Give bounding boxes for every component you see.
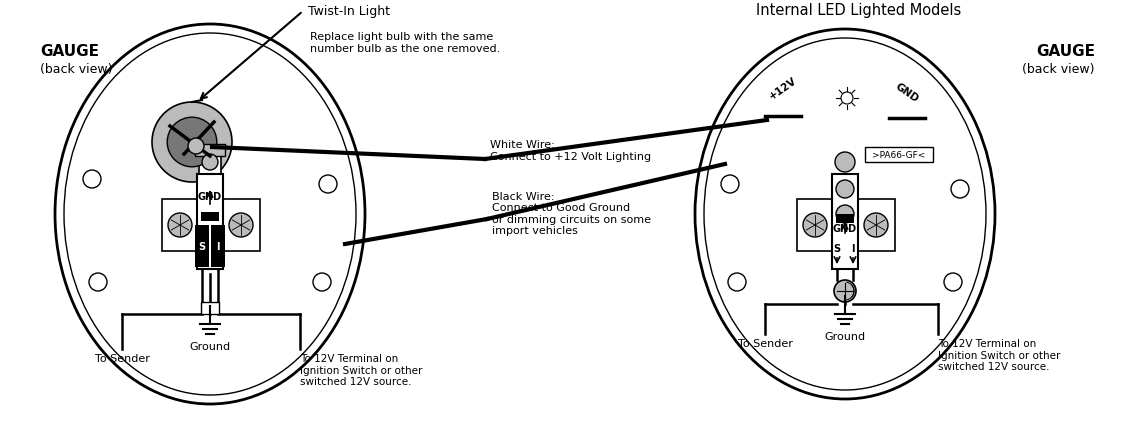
Text: GAUGE: GAUGE [1036,43,1094,58]
Circle shape [864,213,888,237]
Text: S: S [198,242,205,252]
Text: GND: GND [198,192,222,202]
Bar [197,174,223,269]
Bar [835,214,854,223]
Circle shape [168,213,193,237]
Text: To 12V Terminal on
Ignition Switch or other
switched 12V source.: To 12V Terminal on Ignition Switch or ot… [937,339,1060,372]
Text: Black Wire:
Connect to Good Ground
or dimming circuits on some
import vehicles: Black Wire: Connect to Good Ground or di… [492,192,651,236]
Bar [201,302,219,314]
Bar [199,146,221,174]
Circle shape [835,152,855,172]
Text: >PA66-GF<: >PA66-GF< [872,151,926,160]
Text: Twist-In Light: Twist-In Light [308,4,390,18]
Circle shape [951,180,970,198]
Circle shape [167,117,217,167]
Ellipse shape [694,29,995,399]
Circle shape [834,280,856,302]
Text: GAUGE: GAUGE [40,43,99,58]
Text: Ground: Ground [824,332,865,342]
Text: GND: GND [833,224,857,234]
Bar [796,199,834,251]
Circle shape [202,154,218,170]
Circle shape [728,273,746,291]
Bar [195,144,225,156]
Text: (back view): (back view) [40,63,112,76]
Text: GND: GND [894,81,920,104]
Bar [201,212,219,221]
Text: To Sender: To Sender [95,354,149,364]
Circle shape [152,102,231,182]
Text: S: S [833,244,840,254]
Text: +12V: +12V [768,76,799,102]
Bar [195,225,209,267]
Circle shape [944,273,961,291]
Text: ✳: ✳ [842,90,853,103]
Bar [858,199,895,251]
Text: (back view): (back view) [1022,63,1094,76]
Text: White Wire:
Connect to +12 Volt Lighting: White Wire: Connect to +12 Volt Lighting [490,140,651,162]
Circle shape [721,175,739,193]
Circle shape [835,180,854,198]
Bar [865,147,933,162]
Circle shape [841,92,853,104]
Circle shape [188,138,204,154]
Text: Ground: Ground [189,342,230,352]
Text: I: I [851,244,855,254]
Circle shape [229,213,253,237]
Text: Replace light bulb with the same
number bulb as the one removed.: Replace light bulb with the same number … [311,32,501,54]
Text: I: I [217,242,220,252]
Bar [832,174,858,269]
Circle shape [835,205,854,223]
Circle shape [89,273,107,291]
Text: To Sender: To Sender [738,339,792,349]
Circle shape [319,175,337,193]
Circle shape [803,213,827,237]
Bar [162,199,199,251]
Text: Internal LED Lighted Models: Internal LED Lighted Models [756,3,961,18]
Circle shape [313,273,331,291]
Bar [211,225,225,267]
Ellipse shape [55,24,364,404]
Bar [223,199,260,251]
Text: To 12V Terminal on
Ignition Switch or other
switched 12V source.: To 12V Terminal on Ignition Switch or ot… [300,354,423,387]
Circle shape [83,170,101,188]
